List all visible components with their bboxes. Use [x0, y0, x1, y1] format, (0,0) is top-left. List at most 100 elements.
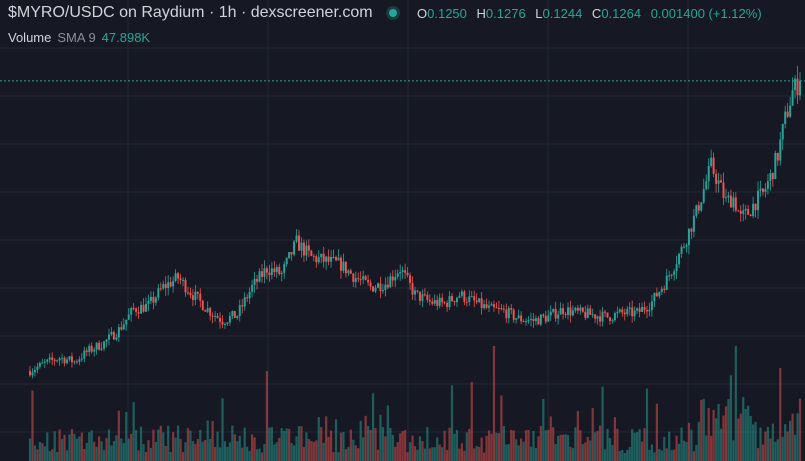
volume-bar: [769, 438, 772, 461]
volume-bar: [221, 398, 224, 461]
candle-down: [589, 308, 592, 315]
volume-bar: [670, 450, 673, 461]
volume-bar: [68, 434, 71, 461]
candle-down: [310, 250, 313, 256]
candle-up: [547, 315, 550, 322]
volume-bar: [764, 431, 767, 461]
candle-down: [359, 279, 362, 281]
candle-down: [423, 294, 426, 296]
volume-legend: Volume SMA 9 47.898K: [8, 30, 150, 45]
candle-down: [209, 308, 212, 316]
candle-up: [325, 256, 328, 262]
volume-bar: [729, 375, 733, 461]
volume-bar: [616, 428, 619, 461]
candle-up: [567, 307, 569, 315]
candle-up: [549, 311, 552, 316]
candle-up: [665, 275, 668, 290]
candle-down: [473, 296, 476, 301]
volume-bar: [561, 434, 565, 461]
candle-down: [655, 292, 658, 297]
candle-up: [100, 348, 103, 350]
volume-bar: [246, 446, 249, 461]
volume-bar: [125, 411, 128, 461]
volume-bar: [295, 436, 298, 461]
volume-bar: [283, 430, 286, 461]
volume-bar: [172, 432, 175, 461]
volume-bar: [364, 415, 367, 461]
volume-bar: [606, 428, 609, 461]
volume-bar: [559, 434, 562, 461]
candle-down: [332, 256, 335, 258]
candle-up: [149, 296, 152, 301]
volume-bar: [789, 420, 792, 461]
volume-bar: [48, 451, 51, 461]
volume-bar: [130, 433, 133, 461]
candle-up: [105, 339, 108, 342]
volume-bar: [164, 445, 167, 461]
volume-bar: [717, 403, 720, 461]
volume-bar: [660, 450, 663, 461]
candle-up: [389, 276, 392, 288]
volume-bar: [329, 430, 333, 461]
candle-down: [404, 270, 407, 273]
volume-bar: [139, 426, 143, 461]
volume-bar: [391, 434, 394, 461]
pair-title: $MYRO/USDC on Raydium · 1h · dexscreener…: [8, 4, 373, 21]
volume-bar: [176, 425, 180, 461]
volume-bar: [352, 439, 355, 461]
candle-down: [443, 302, 446, 304]
candle-up: [552, 308, 555, 312]
volume-bar: [436, 437, 439, 461]
volume-bar: [638, 429, 641, 461]
candle-up: [458, 295, 461, 298]
volume-bar: [253, 437, 256, 461]
candle-down: [70, 356, 73, 363]
volume-bar: [658, 449, 661, 461]
volume-bar: [520, 438, 523, 461]
volume-bar: [685, 441, 688, 461]
volume-bar: [650, 444, 654, 461]
volume-bar: [576, 411, 579, 461]
volume-bar: [697, 421, 700, 461]
volume-bar: [571, 448, 575, 461]
volume-bar: [120, 438, 123, 461]
volume-bar: [460, 443, 464, 461]
volume-bar: [714, 418, 718, 461]
volume-bar: [268, 427, 271, 461]
volume-bar: [209, 439, 212, 461]
candle-up: [130, 308, 133, 315]
volume-bar: [411, 435, 414, 461]
volume-bar: [653, 452, 656, 461]
candle-down: [298, 235, 300, 251]
candle-up: [517, 315, 520, 319]
volume-bar: [186, 428, 190, 461]
candle-up: [33, 369, 36, 373]
candle-up: [670, 274, 673, 276]
candle-up: [238, 305, 241, 316]
candle-up: [591, 314, 594, 316]
volume-bar: [591, 407, 594, 461]
volume-bar: [626, 449, 629, 461]
low-label: L: [535, 6, 543, 21]
candle-up: [347, 270, 350, 274]
candle-down: [90, 345, 93, 352]
volume-bar: [327, 436, 330, 461]
volume-bar: [497, 433, 501, 461]
volume-bar: [386, 405, 389, 461]
candle-up: [376, 283, 379, 288]
candle-up: [764, 188, 767, 192]
volume-bar: [33, 445, 37, 461]
volume-bar: [781, 436, 784, 461]
volume-bar: [60, 438, 64, 461]
candle-up: [774, 153, 777, 180]
volume-bar: [636, 432, 639, 461]
volume-bar: [611, 444, 614, 461]
volume-bar: [75, 438, 79, 461]
candle-down: [562, 308, 565, 315]
candle-up: [46, 359, 49, 362]
candle-down: [505, 309, 508, 319]
candle-up: [236, 315, 239, 319]
candle-up: [421, 294, 424, 301]
volume-bar: [598, 425, 602, 461]
